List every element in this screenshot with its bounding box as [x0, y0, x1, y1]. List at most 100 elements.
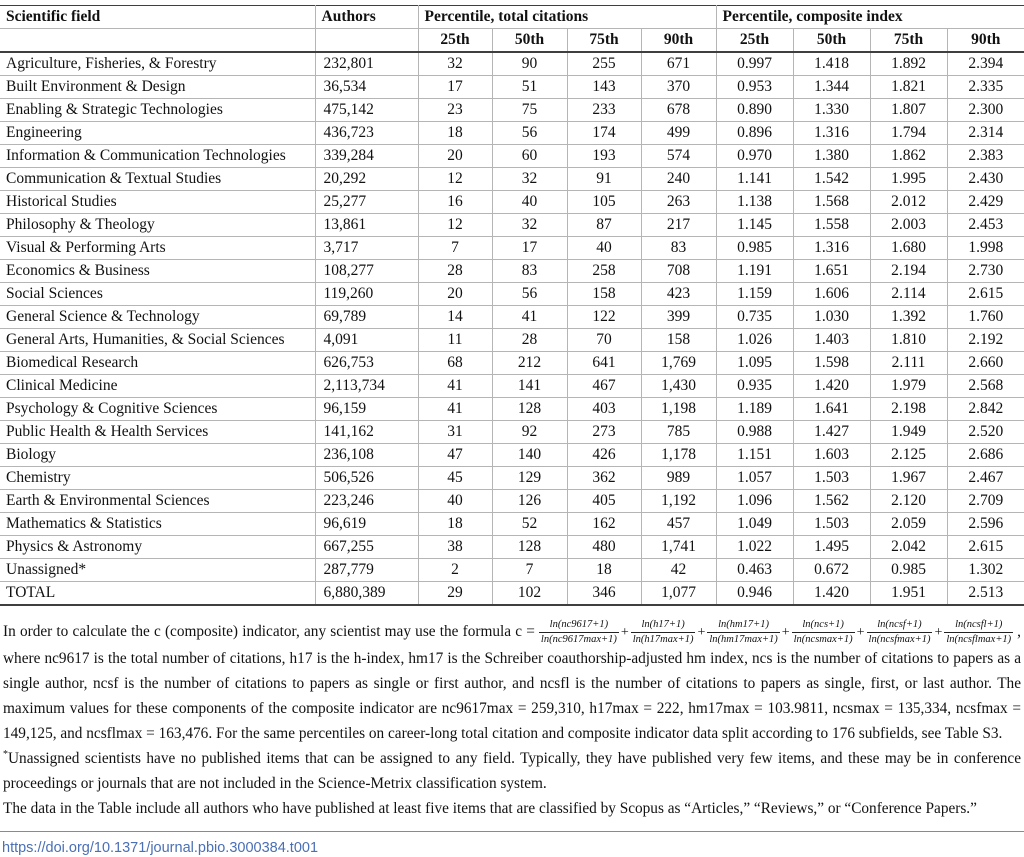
- field-cell: Visual & Performing Arts: [0, 236, 316, 260]
- citation-percentile-cell: 45: [417, 466, 493, 490]
- composite-percentile-cell: 1.095: [715, 351, 794, 375]
- composite-percentile-cell: 1.998: [946, 236, 1024, 260]
- composite-percentile-cell: 0.735: [715, 305, 794, 329]
- authors-cell: 25,277: [314, 190, 419, 214]
- field-cell: Psychology & Cognitive Sciences: [0, 397, 316, 421]
- composite-percentile-cell: 2.467: [946, 466, 1024, 490]
- composite-percentile-cell: 1.680: [869, 236, 948, 260]
- authors-cell: 36,534: [314, 75, 419, 99]
- citation-percentile-cell: 1,178: [640, 443, 717, 467]
- composite-percentile-cell: 2.335: [946, 75, 1024, 99]
- table-row: Physics & Astronomy 667,255 38 128 480 1,741 1…: [0, 535, 1024, 559]
- citation-percentile-cell: 174: [566, 121, 642, 145]
- table-row: Biomedical Research 626,753 68 212 641 1,769 1…: [0, 351, 1024, 375]
- citation-percentile-cell: 399: [640, 305, 717, 329]
- composite-percentile-cell: 1.344: [792, 75, 871, 99]
- citation-percentile-cell: 12: [417, 167, 493, 191]
- citation-percentile-cell: 52: [491, 512, 568, 536]
- field-cell: Physics & Astronomy: [0, 535, 316, 559]
- formula-fraction: ln(h17+1) ln(h17max+1): [630, 619, 696, 645]
- table-row: Visual & Performing Arts 3,717 7 17 40 83 0.98…: [0, 236, 1024, 260]
- table-row: Chemistry 506,526 45 129 362 989 1.057 1.503 1.9…: [0, 466, 1024, 490]
- citation-percentile-cell: 56: [491, 282, 568, 306]
- doi-link[interactable]: https://doi.org/10.1371/journal.pbio.300…: [2, 840, 319, 856]
- composite-percentile-cell: 1.141: [715, 167, 794, 191]
- citation-percentile-cell: 11: [417, 328, 493, 352]
- composite-percentile-cell: 2.730: [946, 259, 1024, 283]
- composite-percentile-cell: 1.979: [869, 374, 948, 398]
- citation-percentile-cell: 1,192: [640, 489, 717, 513]
- citation-percentile-cell: 1,769: [640, 351, 717, 375]
- citation-percentile-cell: 87: [566, 213, 642, 237]
- composite-percentile-cell: 1.495: [792, 535, 871, 559]
- citation-percentile-cell: 258: [566, 259, 642, 283]
- formula-intro-text: In order to calculate the c (composite) …: [3, 623, 535, 641]
- citation-percentile-cell: 31: [417, 420, 493, 444]
- citation-percentile-cell: 405: [566, 489, 642, 513]
- composite-percentile-cell: 1.420: [792, 374, 871, 398]
- composite-percentile-cell: 0.988: [715, 420, 794, 444]
- citation-percentile-cell: 23: [417, 98, 493, 122]
- authors-cell: 20,292: [314, 167, 419, 191]
- composite-percentile-cell: 2.198: [869, 397, 948, 421]
- citation-percentile-cell: 480: [566, 535, 642, 559]
- plus-sign: +: [856, 625, 865, 640]
- col-header-composite-50th: 50th: [792, 28, 871, 53]
- citation-percentile-cell: 370: [640, 75, 717, 99]
- authors-cell: 4,091: [314, 328, 419, 352]
- field-cell: Chemistry: [0, 466, 316, 490]
- citation-percentile-cell: 140: [491, 443, 568, 467]
- composite-percentile-cell: 1.330: [792, 98, 871, 122]
- citation-percentile-cell: 362: [566, 466, 642, 490]
- table-row: Unassigned* 287,779 2 7 18 42 0.463 0.672 0.985 1…: [0, 558, 1024, 582]
- table-row: Psychology & Cognitive Sciences 96,159 41 1…: [0, 397, 1024, 421]
- composite-percentile-cell: 2.429: [946, 190, 1024, 214]
- field-cell: Mathematics & Statistics: [0, 512, 316, 536]
- authors-cell: 108,277: [314, 259, 419, 283]
- formula-outro-text: , where nc9617 is the total number of ci…: [3, 623, 1021, 742]
- col-group-composite-index: Percentile, composite index: [715, 5, 1024, 29]
- citation-percentile-cell: 141: [491, 374, 568, 398]
- table-row: Historical Studies 25,277 16 40 105 263 1.138 1…: [0, 190, 1024, 214]
- composite-percentile-cell: 1.302: [946, 558, 1024, 582]
- plus-sign: +: [781, 625, 790, 640]
- composite-percentile-cell: 1.568: [792, 190, 871, 214]
- citation-percentile-cell: 708: [640, 259, 717, 283]
- citation-percentile-cell: 128: [491, 535, 568, 559]
- citation-percentile-cell: 91: [566, 167, 642, 191]
- citation-percentile-cell: 18: [417, 512, 493, 536]
- plus-sign: +: [934, 625, 943, 640]
- composite-percentile-cell: 2.194: [869, 259, 948, 283]
- table-row: Philosophy & Theology 13,861 12 32 87 217 1.14…: [0, 213, 1024, 237]
- citation-percentile-cell: 671: [640, 51, 717, 76]
- citation-percentile-cell: 41: [491, 305, 568, 329]
- citation-percentile-cell: 75: [491, 98, 568, 122]
- composite-percentile-cell: 0.997: [715, 51, 794, 76]
- composite-percentile-cell: 1.026: [715, 328, 794, 352]
- citation-percentile-cell: 41: [417, 397, 493, 421]
- table-header: Scientific field Authors Percentile, tot…: [0, 5, 1024, 53]
- citation-percentile-cell: 240: [640, 167, 717, 191]
- composite-percentile-cell: 2.520: [946, 420, 1024, 444]
- citation-percentile-cell: 426: [566, 443, 642, 467]
- composite-percentile-cell: 1.420: [792, 581, 871, 606]
- composite-percentile-cell: 1.316: [792, 121, 871, 145]
- field-cell: Communication & Textual Studies: [0, 167, 316, 191]
- composite-percentile-cell: 1.503: [792, 466, 871, 490]
- footnote-unassigned: *Unassigned scientists have no published…: [3, 746, 1021, 796]
- percentiles-table: Scientific field Authors Percentile, tot…: [0, 5, 1024, 606]
- citation-percentile-cell: 18: [566, 558, 642, 582]
- composite-percentile-cell: 2.686: [946, 443, 1024, 467]
- citation-percentile-cell: 20: [417, 144, 493, 168]
- citation-percentile-cell: 212: [491, 351, 568, 375]
- field-cell: Biology: [0, 443, 316, 467]
- table-row: Economics & Business 108,277 28 83 258 708 1.1…: [0, 259, 1024, 283]
- composite-percentile-cell: 2.042: [869, 535, 948, 559]
- citation-percentile-cell: 1,430: [640, 374, 717, 398]
- composite-percentile-cell: 2.660: [946, 351, 1024, 375]
- citation-percentile-cell: 403: [566, 397, 642, 421]
- citation-percentile-cell: 32: [491, 213, 568, 237]
- citation-percentile-cell: 255: [566, 51, 642, 76]
- citation-percentile-cell: 29: [417, 581, 493, 606]
